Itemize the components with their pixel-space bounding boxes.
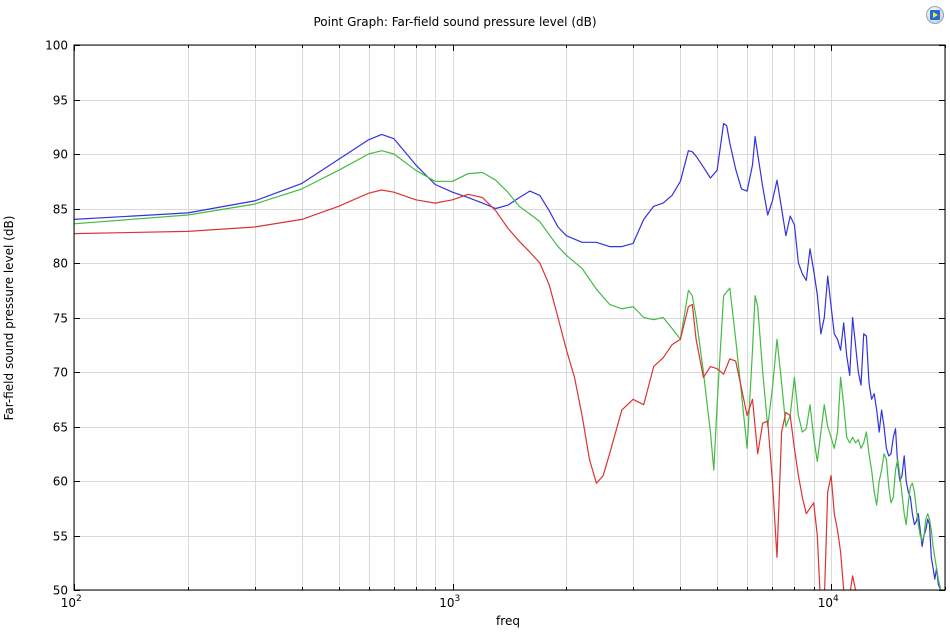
x-tick-label-base: 10: [818, 596, 833, 610]
y-tick-label: 70: [53, 366, 68, 380]
y-axis-label: Far-field sound pressure level (dB): [2, 216, 16, 421]
play-icon: [930, 10, 940, 20]
series-line-1: [74, 122, 942, 590]
image-export-icon[interactable]: [926, 6, 944, 24]
x-axis-label: freq: [496, 614, 520, 628]
y-tick-label: 100: [45, 39, 68, 53]
x-tick-label: 10 3: [439, 594, 460, 610]
series-line-3: [74, 189, 857, 590]
x-tick-label-base: 10: [439, 596, 454, 610]
series-lines: [74, 122, 942, 590]
y-tick-label: 90: [53, 148, 68, 162]
y-tick-label: 85: [53, 203, 68, 217]
x-tick-label: 10 2: [61, 594, 82, 610]
y-tick-label: 80: [53, 257, 68, 271]
x-tick-label-base: 10: [61, 596, 76, 610]
x-tick-label: 10 4: [818, 594, 839, 610]
x-tick-label-exp: 4: [833, 594, 839, 604]
y-tick-label: 55: [53, 530, 68, 544]
y-tick-label: 65: [53, 421, 68, 435]
y-tick-label: 75: [53, 312, 68, 326]
x-tick-label-exp: 2: [76, 594, 82, 604]
y-tick-label: 60: [53, 475, 68, 489]
y-tick-label: 95: [53, 94, 68, 108]
x-tick-label-exp: 3: [455, 594, 461, 604]
plot-frame: [73, 44, 946, 591]
y-tick-label: 50: [53, 584, 68, 598]
series-line-2: [74, 150, 942, 590]
chart-title: Point Graph: Far-field sound pressure le…: [313, 15, 596, 29]
